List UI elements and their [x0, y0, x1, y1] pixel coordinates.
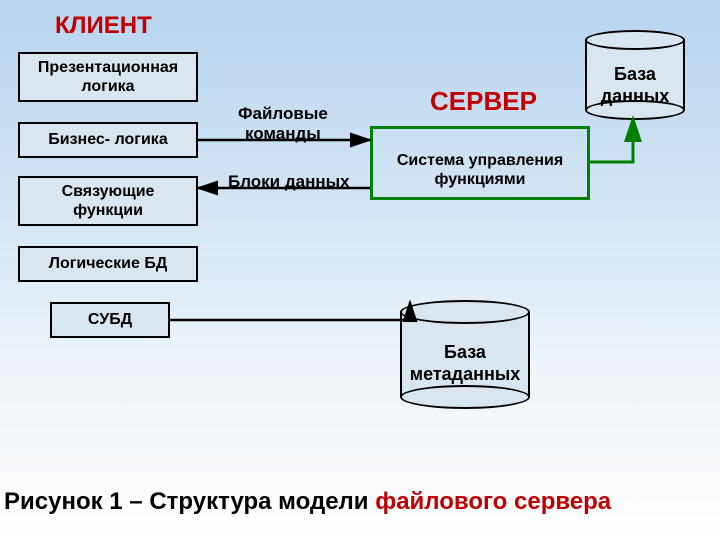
server-title-text: СЕРВЕР — [430, 86, 537, 116]
arrow-dbms-to-metadata — [170, 302, 410, 320]
cylinder-metadata-label: База метаданных — [400, 342, 530, 385]
server-box: Система управления функциями — [370, 126, 590, 200]
server-subtitle: Система управления функциями — [397, 151, 563, 189]
server-title: СЕРВЕР — [430, 86, 537, 117]
box-presentation-label: Презентационная логика — [38, 58, 178, 96]
box-binding: Связующие функции — [18, 176, 198, 226]
cylinder-database: База данных — [585, 30, 685, 120]
figure-caption: Рисунок 1 – Структура модели файлового с… — [4, 488, 611, 516]
box-logicaldb: Логические БД — [18, 246, 198, 282]
client-title-text: КЛИЕНТ — [55, 12, 152, 39]
box-binding-label: Связующие функции — [62, 182, 155, 220]
cylinder-metadata: База метаданных — [400, 300, 530, 409]
box-presentation: Презентационная логика — [18, 52, 198, 102]
diagram-container: КЛИЕНТ Презентационная логика Бизнес- ло… — [0, 0, 720, 540]
label-data-blocks: Блоки данных — [228, 172, 350, 192]
client-title: КЛИЕНТ — [55, 12, 152, 40]
box-dbms: СУБД — [50, 302, 170, 338]
cylinder-database-label: База данных — [585, 64, 685, 107]
label-file-commands-text: Файловые команды — [238, 104, 328, 143]
caption-highlight: файлового сервера — [375, 488, 611, 515]
box-dbms-label: СУБД — [88, 310, 132, 329]
box-business-label: Бизнес- логика — [48, 130, 167, 149]
arrow-server-to-db — [590, 118, 633, 162]
label-data-blocks-text: Блоки данных — [228, 172, 350, 191]
box-business: Бизнес- логика — [18, 122, 198, 158]
caption-prefix: Рисунок 1 – Структура модели — [4, 488, 375, 515]
box-logicaldb-label: Логические БД — [49, 254, 167, 273]
label-file-commands: Файловые команды — [238, 104, 328, 145]
